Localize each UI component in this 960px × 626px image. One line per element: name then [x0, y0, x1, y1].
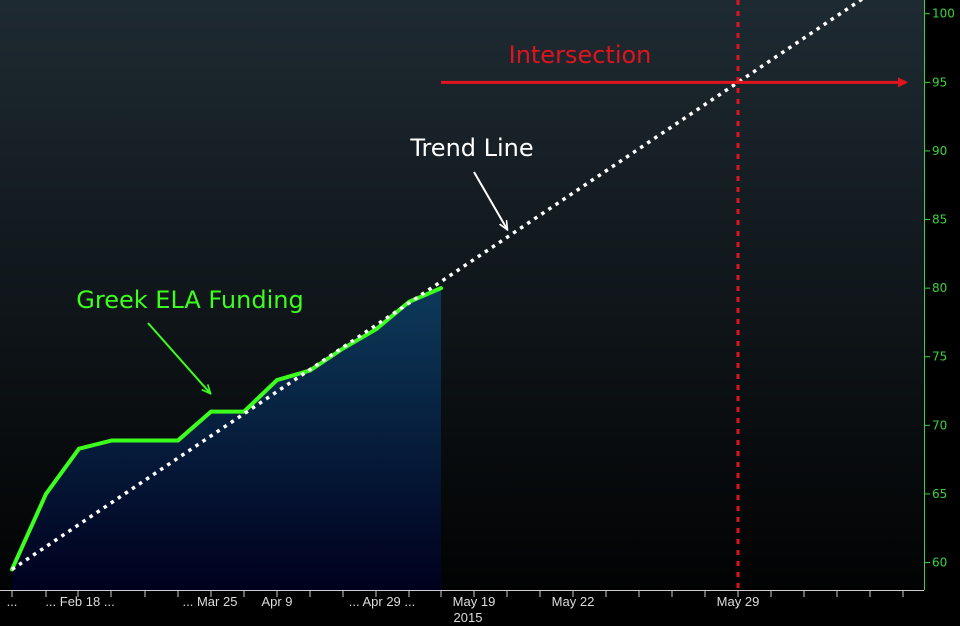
y-tick-label-70: 70	[932, 418, 947, 432]
ela-area-fill	[12, 288, 441, 590]
y-tick-label-65: 65	[932, 487, 947, 501]
trend-line-label: Trend Line	[409, 134, 533, 162]
y-tick-labels: 60 65 70 75 80 85 90 95 100	[932, 7, 955, 570]
trend-line-pointer	[473, 171, 507, 229]
y-axis-strip	[924, 0, 960, 590]
ela-funding-line	[10, 286, 443, 572]
x-tick-label-6: May 22	[552, 594, 595, 609]
ela-point-6	[209, 409, 213, 414]
x-year-label: 2015	[454, 610, 483, 625]
y-axis: 60 65 70 75 80 85 90 95 100	[924, 0, 955, 590]
ela-point-4	[143, 438, 147, 443]
ela-funding-label: Greek ELA Funding	[76, 286, 303, 314]
y-tick-label-85: 85	[932, 213, 947, 227]
x-tick-label-5: May 19	[453, 594, 496, 609]
y-tick-label-95: 95	[932, 75, 947, 89]
x-axis: ... ... Feb 18 ... ... Mar 25 Apr 9 ... Apr …	[0, 590, 924, 625]
y-tick-marks	[924, 13, 930, 564]
trend-layer	[11, 0, 864, 571]
ela-point-5	[176, 438, 180, 443]
x-tick-label-1: ... Feb 18 ...	[45, 594, 114, 609]
intersection-label: Intersection	[509, 41, 652, 69]
annotations: Intersection Trend Line Greek ELA Fundin…	[76, 41, 651, 393]
ela-point-1	[44, 492, 48, 496]
trend-line	[11, 0, 864, 571]
ela-point-13	[439, 286, 443, 290]
x-tick-label-7: May 29	[717, 594, 760, 609]
ela-area-layer	[12, 288, 441, 590]
x-tick-label-2: ... Mar 25	[183, 594, 238, 609]
y-tick-label-75: 75	[932, 350, 947, 364]
x-tick-marks	[11, 590, 904, 597]
x-tick-labels: ... ... Feb 18 ... ... Mar 25 Apr 9 ... Apr …	[7, 594, 760, 609]
y-tick-label-90: 90	[932, 144, 947, 158]
ela-point-3	[110, 438, 114, 443]
ela-point-8	[275, 378, 279, 382]
ela-point-2	[77, 446, 81, 451]
ela-point-11	[374, 327, 378, 332]
x-tick-label-4: ... Apr 29 ...	[349, 594, 415, 609]
ela-point-10	[341, 346, 345, 351]
x-tick-label-3: Apr 9	[261, 594, 292, 609]
y-tick-label-80: 80	[932, 281, 947, 295]
x-axis-strip	[0, 590, 960, 626]
y-tick-label-100: 100	[932, 7, 955, 21]
x-tick-label-0: ...	[7, 594, 18, 609]
ela-funding-pointer	[147, 322, 210, 393]
intersection-layer	[441, 0, 908, 590]
y-tick-label-60: 60	[932, 556, 947, 570]
